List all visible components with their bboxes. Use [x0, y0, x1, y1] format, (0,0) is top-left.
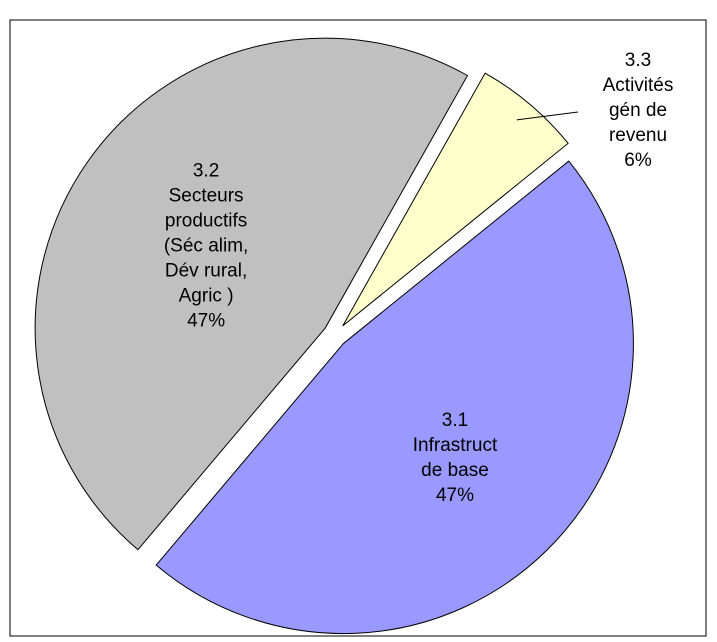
slice-label-line: 3.3: [625, 50, 651, 71]
slice-label-line: de base: [421, 460, 489, 481]
slice-label-line: 3.2: [193, 160, 219, 181]
pie-slice: [155, 160, 634, 634]
value-label: 6%: [624, 150, 652, 171]
slice-label-line: productifs: [165, 210, 247, 231]
slice-label-line: 3.1: [442, 410, 468, 431]
slice-label: 3.2 Secteurs productifs (Séc alim, Dév rural…: [164, 160, 248, 331]
slice-label-line: gén de: [609, 100, 667, 121]
slice-label-line: Infrastruct: [413, 435, 498, 456]
slice-label-line: Dév rural,: [165, 260, 247, 281]
slice-label-line: Secteurs: [169, 185, 244, 206]
slice-label-line: revenu: [609, 125, 667, 146]
slice-label: 3.3 Activités gén de revenu 6%: [603, 50, 674, 171]
slice-label-line: Agric ): [179, 285, 234, 306]
value-label: 47%: [187, 310, 225, 331]
pie-slice: [342, 72, 569, 327]
slice-label-line: (Séc alim,: [164, 235, 248, 256]
slice-label: 3.1 Infrastruct de base 47%: [413, 410, 498, 506]
leader-line: [516, 111, 579, 121]
pie-slice: [34, 37, 469, 551]
slice-label-line: Activités: [603, 75, 674, 96]
value-label: 47%: [436, 485, 474, 506]
